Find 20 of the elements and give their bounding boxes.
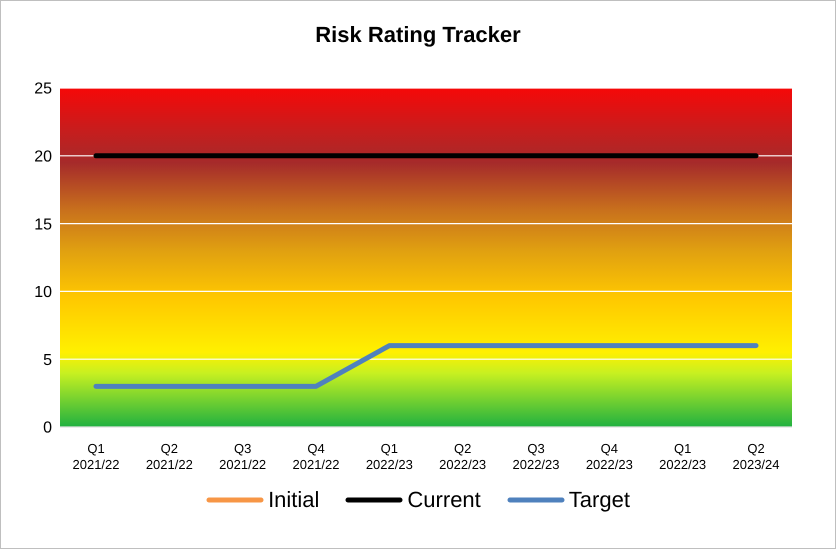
- x-tick-label: Q2 2021/22: [146, 441, 193, 472]
- y-tick-label: 20: [34, 148, 52, 166]
- x-tick-label: Q4 2021/22: [292, 441, 340, 472]
- legend-label: Target: [568, 487, 630, 513]
- y-tick-label: 10: [34, 284, 52, 302]
- x-tick-label: Q1 2021/22: [72, 441, 120, 472]
- x-tick-label: Q3 2022/23: [512, 441, 560, 472]
- x-tick-label: Q2 2022/23: [439, 441, 486, 472]
- legend-label: Initial: [268, 487, 320, 513]
- x-tick-label: Q4 2022/23: [586, 441, 633, 472]
- x-tick-label: Q2 2023/24: [732, 441, 780, 472]
- x-tick-label: Q1 2022/23: [659, 441, 706, 472]
- x-tick-label: Q3 2021/22: [219, 441, 266, 472]
- y-tick-label: 25: [34, 80, 52, 98]
- legend-label: Current: [407, 487, 481, 513]
- y-tick-label: 0: [43, 420, 52, 437]
- y-tick-label: 5: [43, 352, 52, 369]
- chart-title: Risk Rating Tracker: [314, 22, 522, 48]
- x-tick-label: Q1 2022/23: [366, 441, 413, 472]
- y-tick-label: 15: [34, 216, 52, 234]
